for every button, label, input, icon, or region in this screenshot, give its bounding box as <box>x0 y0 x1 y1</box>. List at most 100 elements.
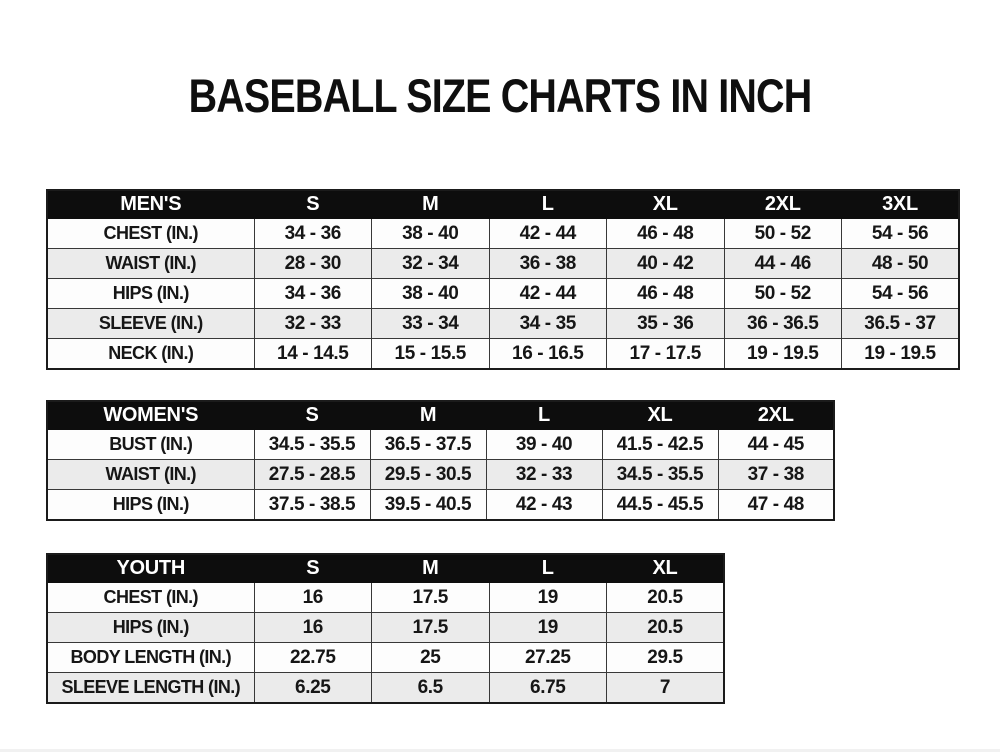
header-row: MEN'S S M L XL 2XL 3XL <box>46 189 960 219</box>
size-value-cell: 48 - 50 <box>841 248 960 279</box>
size-value-cell: 34 - 36 <box>253 218 372 249</box>
size-column-header: 2XL <box>723 189 842 219</box>
size-value-cell: 15 - 15.5 <box>371 338 490 370</box>
size-value-cell: 19 <box>488 582 607 613</box>
size-value-cell: 54 - 56 <box>841 218 960 249</box>
size-value-cell: 46 - 48 <box>606 218 725 249</box>
row-label: BUST (IN.) <box>46 429 255 460</box>
size-value-cell: 32 - 34 <box>371 248 490 279</box>
table-row: HIPS (IN.) 34 - 36 38 - 40 42 - 44 46 - 48 50… <box>46 278 960 309</box>
table-row: CHEST (IN.) 16 17.5 19 20.5 <box>46 582 725 613</box>
size-value-cell: 36 - 38 <box>488 248 607 279</box>
scan-edge-artifact <box>0 749 1000 752</box>
size-value-cell: 42 - 43 <box>485 489 603 521</box>
table-row: SLEEVE (IN.) 32 - 33 33 - 34 34 - 35 35 - 36… <box>46 308 960 339</box>
womens-size-table: WOMEN'S S M L XL 2XL BUST (IN.) 34.5 - 35.5 36.5… <box>46 400 835 521</box>
size-value-cell: 6.75 <box>488 672 607 704</box>
size-value-cell: 6.5 <box>371 672 490 704</box>
size-value-cell: 27.25 <box>488 642 607 673</box>
size-value-cell: 41.5 - 42.5 <box>601 429 719 460</box>
row-label: WAIST (IN.) <box>46 248 255 279</box>
size-value-cell: 50 - 52 <box>723 218 842 249</box>
size-value-cell: 20.5 <box>606 612 725 643</box>
size-value-cell: 34 - 35 <box>488 308 607 339</box>
size-column-header: XL <box>606 189 725 219</box>
size-value-cell: 46 - 48 <box>606 278 725 309</box>
table-row: BODY LENGTH (IN.) 22.75 25 27.25 29.5 <box>46 642 725 673</box>
size-value-cell: 29.5 <box>606 642 725 673</box>
row-label: BODY LENGTH (IN.) <box>46 642 255 673</box>
table-row: HIPS (IN.) 16 17.5 19 20.5 <box>46 612 725 643</box>
table-row: HIPS (IN.) 37.5 - 38.5 39.5 - 40.5 42 - 43 4… <box>46 489 835 521</box>
table-name-header: YOUTH <box>46 553 255 583</box>
size-value-cell: 36.5 - 37 <box>841 308 960 339</box>
size-value-cell: 44 - 46 <box>723 248 842 279</box>
size-value-cell: 44.5 - 45.5 <box>601 489 719 521</box>
header-row: WOMEN'S S M L XL 2XL <box>46 400 835 430</box>
table-row: SLEEVE LENGTH (IN.) 6.25 6.5 6.75 7 <box>46 672 725 704</box>
row-label: HIPS (IN.) <box>46 489 255 521</box>
size-value-cell: 27.5 - 28.5 <box>253 459 371 490</box>
size-column-header: L <box>488 553 607 583</box>
row-label: WAIST (IN.) <box>46 459 255 490</box>
size-value-cell: 17.5 <box>371 582 490 613</box>
size-value-cell: 22.75 <box>253 642 372 673</box>
size-value-cell: 28 - 30 <box>253 248 372 279</box>
size-value-cell: 29.5 - 30.5 <box>369 459 487 490</box>
table-row: NECK (IN.) 14 - 14.5 15 - 15.5 16 - 16.5 17 … <box>46 338 960 370</box>
size-table: MEN'S S M L XL 2XL 3XL CHEST (IN.) 34 - 36 38 - 4… <box>46 189 960 370</box>
size-column-header: M <box>369 400 487 430</box>
size-value-cell: 39.5 - 40.5 <box>369 489 487 521</box>
size-value-cell: 40 - 42 <box>606 248 725 279</box>
size-value-cell: 7 <box>606 672 725 704</box>
size-value-cell: 16 <box>253 582 372 613</box>
size-value-cell: 36.5 - 37.5 <box>369 429 487 460</box>
row-label: CHEST (IN.) <box>46 582 255 613</box>
size-value-cell: 14 - 14.5 <box>253 338 372 370</box>
size-table: WOMEN'S S M L XL 2XL BUST (IN.) 34.5 - 35.5 36.5… <box>46 400 835 521</box>
size-value-cell: 34.5 - 35.5 <box>601 459 719 490</box>
size-value-cell: 32 - 33 <box>253 308 372 339</box>
size-value-cell: 42 - 44 <box>488 218 607 249</box>
size-value-cell: 35 - 36 <box>606 308 725 339</box>
size-value-cell: 20.5 <box>606 582 725 613</box>
table-row: BUST (IN.) 34.5 - 35.5 36.5 - 37.5 39 - 40 4… <box>46 429 835 460</box>
size-value-cell: 54 - 56 <box>841 278 960 309</box>
size-value-cell: 17 - 17.5 <box>606 338 725 370</box>
size-column-header: S <box>253 553 372 583</box>
size-value-cell: 17.5 <box>371 612 490 643</box>
size-column-header: S <box>253 400 371 430</box>
mens-size-table: MEN'S S M L XL 2XL 3XL CHEST (IN.) 34 - 36 38 - 4… <box>46 189 960 370</box>
size-value-cell: 34.5 - 35.5 <box>253 429 371 460</box>
size-column-header: S <box>253 189 372 219</box>
size-column-header: L <box>485 400 603 430</box>
row-label: HIPS (IN.) <box>46 278 255 309</box>
size-value-cell: 19 - 19.5 <box>723 338 842 370</box>
size-column-header: L <box>488 189 607 219</box>
size-value-cell: 50 - 52 <box>723 278 842 309</box>
size-value-cell: 38 - 40 <box>371 278 490 309</box>
size-value-cell: 33 - 34 <box>371 308 490 339</box>
size-column-header: M <box>371 553 490 583</box>
size-column-header: XL <box>606 553 725 583</box>
size-value-cell: 44 - 45 <box>717 429 835 460</box>
size-value-cell: 34 - 36 <box>253 278 372 309</box>
size-value-cell: 47 - 48 <box>717 489 835 521</box>
row-label: SLEEVE (IN.) <box>46 308 255 339</box>
youth-size-table: YOUTH S M L XL CHEST (IN.) 16 17.5 19 20.5 HIPS (I… <box>46 553 725 704</box>
size-value-cell: 16 - 16.5 <box>488 338 607 370</box>
size-column-header: 3XL <box>841 189 960 219</box>
size-value-cell: 37 - 38 <box>717 459 835 490</box>
row-label: SLEEVE LENGTH (IN.) <box>46 672 255 704</box>
size-value-cell: 32 - 33 <box>485 459 603 490</box>
size-value-cell: 16 <box>253 612 372 643</box>
table-row: WAIST (IN.) 27.5 - 28.5 29.5 - 30.5 32 - 33… <box>46 459 835 490</box>
size-value-cell: 6.25 <box>253 672 372 704</box>
header-row: YOUTH S M L XL <box>46 553 725 583</box>
row-label: NECK (IN.) <box>46 338 255 370</box>
size-value-cell: 19 - 19.5 <box>841 338 960 370</box>
table-row: WAIST (IN.) 28 - 30 32 - 34 36 - 38 40 - 42 4… <box>46 248 960 279</box>
size-value-cell: 37.5 - 38.5 <box>253 489 371 521</box>
row-label: CHEST (IN.) <box>46 218 255 249</box>
size-value-cell: 19 <box>488 612 607 643</box>
